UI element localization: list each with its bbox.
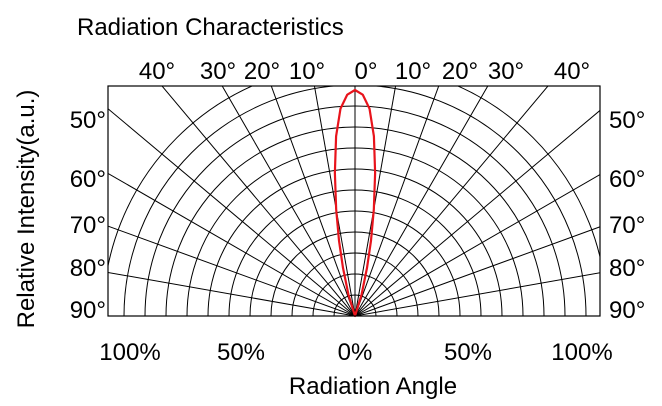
top-angle-label: 20° <box>442 58 478 85</box>
grid-spoke <box>354 272 600 316</box>
grid-spoke <box>354 109 600 316</box>
top-angle-labels: 40° 30° 20° 10° 0° 10° 20° 30° 40° <box>139 58 590 85</box>
top-angle-label: 20° <box>244 58 280 85</box>
grid-spoke <box>108 271 356 316</box>
x-axis-label: Radiation Angle <box>289 373 457 400</box>
y-axis-label: Relative Intensity(a.u.) <box>13 90 40 329</box>
series-layer <box>333 88 377 318</box>
grid-spoke <box>354 86 440 316</box>
grid-spoke <box>108 172 356 316</box>
grid-spoke <box>108 108 356 316</box>
polar-grid <box>108 86 600 316</box>
grid-spoke <box>354 86 397 316</box>
right-angle-label: 60° <box>609 166 645 193</box>
right-angle-label: 80° <box>609 255 645 282</box>
top-angle-label: 10° <box>289 58 325 85</box>
grid-spoke <box>354 86 549 316</box>
x-tick-label: 50% <box>444 339 492 366</box>
chart-title: Radiation Characteristics <box>77 14 344 41</box>
right-angle-label: 70° <box>609 212 645 239</box>
left-angle-label: 50° <box>70 107 106 134</box>
grid-spoke <box>354 226 600 316</box>
plot-frame <box>107 85 601 317</box>
grid-spoke <box>270 86 356 316</box>
right-angle-label: 90° <box>609 297 645 324</box>
top-angle-label: 40° <box>554 58 590 85</box>
top-angle-label: 30° <box>488 58 524 85</box>
grid-spoke <box>108 225 356 316</box>
top-angle-label: 10° <box>395 58 431 85</box>
x-tick-label: 50% <box>217 339 265 366</box>
left-angle-label: 90° <box>70 297 106 324</box>
top-angle-label: 0° <box>355 58 378 85</box>
right-angle-labels: 50° 60° 70° 80° 90° <box>609 107 645 324</box>
grid-spoke <box>354 86 489 316</box>
top-angle-label: 30° <box>200 58 236 85</box>
grid-spoke <box>313 86 356 316</box>
top-angle-label: 40° <box>139 58 175 85</box>
x-tick-label: 100% <box>99 339 160 366</box>
left-angle-label: 70° <box>70 212 106 239</box>
left-angle-labels: 50° 60° 70° 80° 90° <box>70 107 106 324</box>
grid-ring <box>123 86 587 316</box>
x-tick-label: 0% <box>338 339 373 366</box>
grid-ring <box>108 86 600 270</box>
x-tick-labels: 100% 50% 0% 50% 100% <box>99 339 612 366</box>
right-angle-label: 50° <box>609 107 645 134</box>
grid-spoke <box>354 173 600 316</box>
left-angle-label: 80° <box>70 255 106 282</box>
grid-spoke <box>221 86 356 316</box>
left-angle-label: 60° <box>70 166 106 193</box>
intensity-curve <box>333 88 377 318</box>
x-tick-label: 100% <box>551 339 612 366</box>
grid-spoke <box>161 86 356 316</box>
